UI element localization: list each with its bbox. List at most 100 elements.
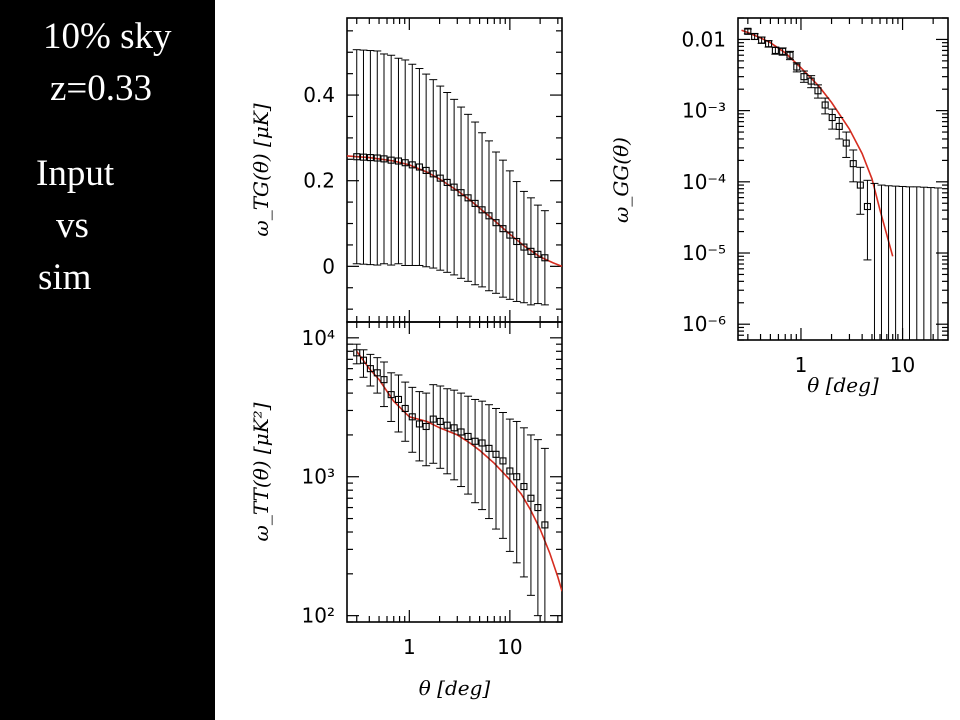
- x-tick-label: 10: [497, 635, 522, 659]
- data-point: [492, 219, 500, 227]
- data-point: [513, 237, 521, 246]
- y-tick-label: 10³: [302, 465, 335, 489]
- data-point: [373, 154, 381, 162]
- data-point: [422, 166, 430, 174]
- redshift-label: z=0.33: [50, 68, 153, 109]
- data-point: [800, 73, 808, 81]
- data-point: [436, 417, 444, 426]
- x-axis-label: θ [deg]: [807, 373, 879, 397]
- data-point: [541, 521, 549, 529]
- plot-area: [352, 343, 562, 622]
- sky-fraction-label: 10% sky: [43, 16, 172, 57]
- model-curve: [741, 29, 894, 257]
- y-axis-label: ω_TG(θ) [μK]: [249, 103, 273, 236]
- data-point: [471, 437, 479, 445]
- data-point: [380, 376, 388, 384]
- data-point: [394, 395, 403, 404]
- panel-wGG: 10⁻⁶ 10⁻⁵ 10⁻⁴ 10⁻³ 0.01 1 10 ω_GG(θ) θ [deg]: [609, 17, 949, 397]
- data-point: [450, 183, 458, 191]
- data-point: [394, 157, 403, 165]
- data-point: [814, 87, 822, 95]
- data-point: [849, 160, 857, 168]
- data-point: [520, 243, 528, 251]
- data-point: [765, 40, 773, 48]
- y-tick-label: 0.2: [303, 169, 335, 193]
- data-point: [401, 404, 409, 413]
- data-point: [387, 391, 395, 399]
- data-point: [457, 189, 465, 197]
- data-point: [422, 422, 430, 431]
- data-point: [429, 415, 437, 423]
- data-point: [506, 231, 514, 239]
- data-point: [499, 225, 507, 233]
- data-point: [387, 156, 395, 164]
- data-point: [807, 77, 815, 85]
- data-point: [793, 63, 801, 71]
- x-axis-label: θ [deg]: [419, 676, 491, 700]
- data-point: [856, 181, 864, 189]
- y-tick-label: 10²: [302, 604, 335, 628]
- data-point: [842, 139, 850, 147]
- data-point: [436, 174, 444, 182]
- sidebar-panel: 10% sky z=0.33 Input vs sim: [0, 0, 215, 720]
- data-point: [401, 159, 409, 167]
- y-axis-label: ω_TT(θ) [μK²]: [249, 402, 273, 541]
- data-point: [359, 153, 368, 161]
- data-point: [478, 206, 486, 214]
- data-point: [353, 153, 361, 161]
- plot-area: [347, 49, 562, 306]
- data-point: [499, 457, 507, 465]
- y-tick-label: 0.4: [303, 83, 335, 107]
- data-point: [366, 154, 374, 162]
- data-point: [464, 432, 472, 440]
- sim-label: sim: [38, 257, 92, 298]
- data-point: [520, 482, 528, 491]
- y-tick-label: 10⁻⁴: [682, 170, 726, 194]
- data-point: [534, 504, 542, 512]
- data-point: [506, 467, 514, 475]
- y-tick-label: 10⁻³: [682, 99, 726, 123]
- data-point: [541, 254, 549, 262]
- data-point: [744, 27, 752, 35]
- correlation-figure: 0 0.2 0.4 ω_TG(θ) [μK] 10² 10³ 10⁴ 1 10 ω_TT(θ) …: [249, 17, 949, 700]
- data-point: [443, 178, 451, 186]
- data-point: [443, 421, 451, 429]
- data-point: [751, 32, 759, 41]
- data-point: [828, 113, 836, 122]
- plot-frame: [737, 17, 949, 341]
- data-point: [415, 420, 423, 428]
- data-point: [415, 163, 423, 171]
- data-point: [408, 161, 416, 169]
- data-point: [771, 46, 779, 55]
- data-point: [478, 439, 486, 447]
- data-point: [534, 250, 542, 258]
- data-point: [758, 36, 766, 44]
- data-point: [353, 349, 361, 357]
- data-point: [527, 494, 535, 502]
- data-point: [527, 247, 535, 255]
- vs-label: vs: [56, 205, 89, 246]
- data-point: [779, 47, 787, 55]
- panel-wTT: 10² 10³ 10⁴ 1 10 ω_TT(θ) [μK²] θ [deg]: [249, 321, 563, 700]
- input-label: Input: [36, 153, 115, 194]
- data-point: [485, 212, 493, 220]
- data-point: [513, 473, 521, 481]
- panel-wTG: 0 0.2 0.4 ω_TG(θ) [μK]: [249, 17, 563, 323]
- y-tick-label: 10⁻⁶: [682, 312, 726, 336]
- y-tick-label: 10⁴: [302, 326, 335, 350]
- plot-area: [741, 27, 942, 340]
- data-point: [457, 428, 465, 436]
- data-point: [429, 170, 437, 178]
- x-tick-label: 1: [403, 635, 416, 659]
- data-point: [380, 155, 388, 163]
- y-tick-label: 0: [322, 254, 335, 278]
- x-tick-label: 10: [890, 353, 915, 377]
- data-point: [373, 369, 381, 377]
- x-tick-label: 1: [795, 353, 808, 377]
- plot-frame: [346, 321, 563, 623]
- data-point: [450, 424, 458, 432]
- data-point: [366, 365, 374, 373]
- data-point: [485, 444, 493, 452]
- y-tick-label: 0.01: [681, 27, 726, 51]
- data-point: [492, 450, 500, 458]
